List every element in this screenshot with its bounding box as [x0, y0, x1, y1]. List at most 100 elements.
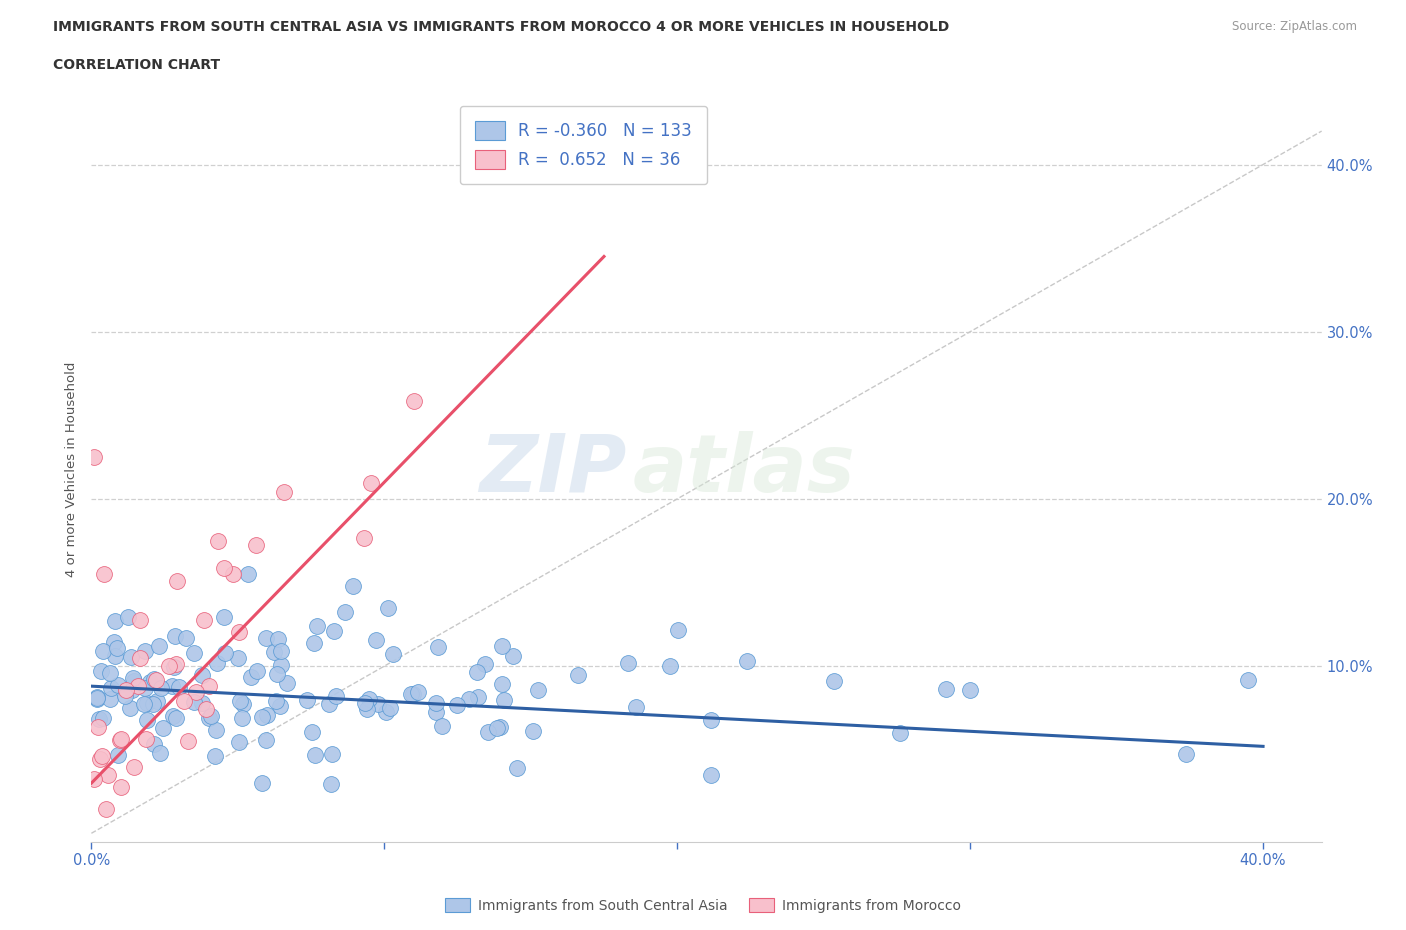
Point — [100, 681, 122, 696]
Point — [305, 619, 328, 634]
Point — [304, 747, 326, 762]
Point — [97, 768, 120, 783]
Point — [1237, 673, 1260, 688]
Text: Source: ZipAtlas.com: Source: ZipAtlas.com — [1232, 20, 1357, 33]
Point — [700, 767, 723, 782]
Point — [165, 657, 187, 671]
Point — [427, 640, 450, 655]
Point — [270, 658, 292, 672]
Point — [254, 631, 277, 645]
Point — [228, 734, 250, 749]
Point — [823, 673, 845, 688]
Point — [104, 648, 127, 663]
Point — [204, 749, 226, 764]
Point — [174, 631, 197, 645]
Point — [356, 702, 378, 717]
Point — [250, 710, 273, 724]
Point — [104, 614, 127, 629]
Y-axis label: 4 or more Vehicles in Household: 4 or more Vehicles in Household — [65, 362, 77, 578]
Point — [506, 761, 529, 776]
Point — [157, 658, 180, 673]
Point — [120, 650, 142, 665]
Point — [959, 683, 981, 698]
Point — [87, 711, 110, 726]
Point — [319, 777, 342, 791]
Point — [117, 610, 139, 625]
Point — [198, 711, 221, 725]
Point — [250, 776, 273, 790]
Point — [378, 700, 401, 715]
Point — [212, 561, 235, 576]
Point — [382, 647, 405, 662]
Point — [124, 674, 146, 689]
Point — [163, 659, 186, 674]
Point — [93, 566, 115, 581]
Point — [152, 720, 174, 735]
Point — [205, 655, 228, 670]
Point — [357, 692, 380, 707]
Point — [425, 705, 447, 720]
Point — [465, 664, 488, 679]
Point — [198, 678, 221, 693]
Point — [360, 475, 382, 490]
Point — [353, 530, 375, 545]
Point — [301, 725, 323, 740]
Point — [263, 644, 285, 659]
Point — [83, 450, 105, 465]
Point — [458, 691, 481, 706]
Point — [256, 708, 278, 723]
Point — [366, 632, 388, 647]
Point — [273, 485, 295, 499]
Point — [617, 655, 640, 670]
Point — [143, 671, 166, 686]
Point — [375, 704, 398, 719]
Point — [474, 657, 496, 671]
Point — [165, 711, 187, 725]
Point — [238, 566, 260, 581]
Point — [522, 724, 544, 738]
Point — [108, 733, 131, 748]
Point — [246, 663, 269, 678]
Point — [122, 760, 145, 775]
Point — [367, 697, 389, 711]
Point — [110, 779, 132, 794]
Point — [489, 719, 512, 734]
Point — [105, 641, 128, 656]
Point — [207, 533, 229, 548]
Legend: Immigrants from South Central Asia, Immigrants from Morocco: Immigrants from South Central Asia, Immi… — [440, 893, 966, 919]
Point — [659, 658, 682, 673]
Point — [377, 600, 399, 615]
Point — [122, 671, 145, 685]
Point — [270, 644, 292, 658]
Point — [103, 634, 125, 649]
Point — [86, 690, 108, 705]
Point — [668, 623, 690, 638]
Point — [149, 681, 172, 696]
Point — [136, 695, 159, 710]
Point — [148, 639, 170, 654]
Point — [107, 747, 129, 762]
Point — [129, 651, 152, 666]
Point — [98, 666, 121, 681]
Point — [173, 694, 195, 709]
Point — [129, 613, 152, 628]
Point — [240, 670, 263, 684]
Point — [226, 651, 249, 666]
Point — [177, 733, 200, 748]
Point — [229, 694, 252, 709]
Point — [354, 696, 377, 711]
Point — [83, 771, 105, 786]
Point — [295, 693, 318, 708]
Point — [402, 393, 425, 408]
Point — [935, 682, 957, 697]
Point — [107, 678, 129, 693]
Point — [91, 711, 114, 725]
Legend: R = -0.360   N = 133, R =  0.652   N = 36: R = -0.360 N = 133, R = 0.652 N = 36 — [460, 106, 707, 184]
Point — [232, 696, 254, 711]
Point — [183, 695, 205, 710]
Point — [266, 666, 288, 681]
Point — [134, 681, 156, 696]
Point — [477, 724, 499, 739]
Point — [162, 709, 184, 724]
Point — [432, 718, 454, 733]
